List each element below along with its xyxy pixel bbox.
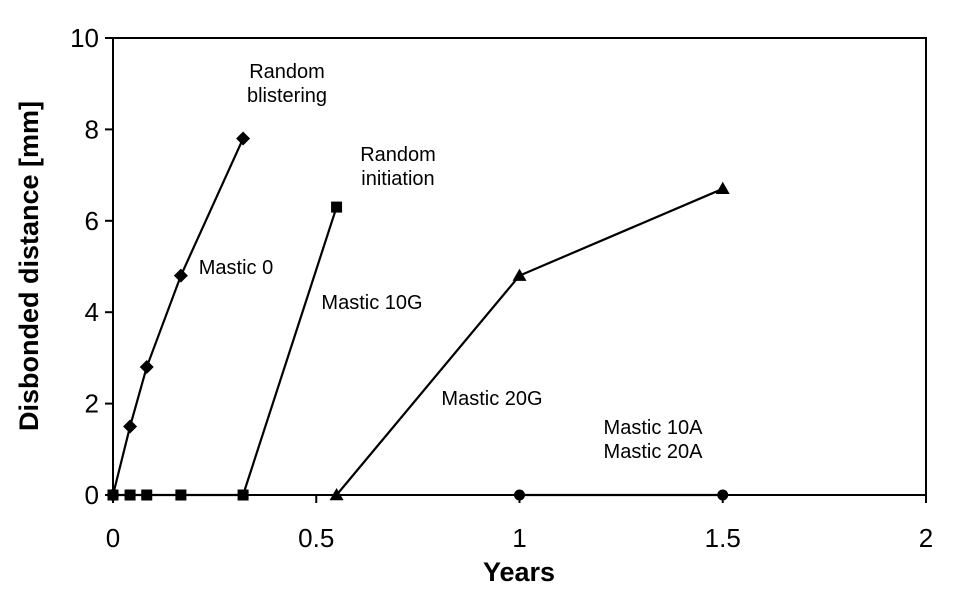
data-point-square xyxy=(124,489,136,501)
data-point-diamond xyxy=(139,360,154,375)
annotation-line: Mastic 20A xyxy=(604,441,704,463)
data-point-circle xyxy=(514,489,525,501)
annotation-line: Mastic 10A xyxy=(604,417,704,439)
x-tick-label: 1.5 xyxy=(705,523,741,553)
annotation-line: initiation xyxy=(361,168,434,190)
series-line xyxy=(111,138,245,496)
annotation-line: Mastic 0 xyxy=(199,257,273,279)
series-2 xyxy=(107,201,343,501)
series-line xyxy=(113,206,338,497)
x-tick-label: 2 xyxy=(919,523,933,553)
annotation-label: Mastic 0 xyxy=(199,257,273,279)
series-3 xyxy=(329,181,730,501)
data-point-diamond xyxy=(123,419,138,434)
y-tick-label: 2 xyxy=(85,389,99,419)
series-1 xyxy=(106,131,251,502)
x-tick-label: 0 xyxy=(106,523,120,553)
annotation-label: Mastic 10G xyxy=(321,292,422,314)
x-tick-label: 1 xyxy=(512,523,526,553)
y-axis-title: Disbonded distance [mm] xyxy=(14,101,44,431)
data-point-square xyxy=(107,489,119,501)
y-tick-label: 0 xyxy=(85,480,99,510)
annotation-line: blistering xyxy=(247,85,327,107)
series-layer xyxy=(106,131,730,502)
annotation-line: Mastic 20G xyxy=(441,388,542,410)
data-point-triangle xyxy=(512,268,527,281)
y-tick-label: 4 xyxy=(85,297,99,327)
data-point-triangle xyxy=(329,488,344,501)
data-point-circle xyxy=(717,489,729,501)
annotation-line: Random xyxy=(360,144,436,166)
y-tick-label: 6 xyxy=(85,206,99,236)
series-4 xyxy=(514,489,729,501)
annotation-label: Random initiation xyxy=(360,144,436,190)
data-point-square xyxy=(331,201,343,213)
data-point-square xyxy=(175,489,187,501)
annotation-line: Mastic 10G xyxy=(321,292,422,314)
data-point-square xyxy=(141,489,153,501)
data-point-triangle xyxy=(715,181,730,195)
annotation-label: Mastic 20G xyxy=(441,388,542,410)
y-tick-label: 10 xyxy=(70,23,99,53)
x-tick-label: 0.5 xyxy=(298,523,334,553)
data-point-square xyxy=(237,489,249,501)
annotation-label: Mastic 10A Mastic 20A xyxy=(604,417,704,463)
y-tick-label: 8 xyxy=(85,114,99,144)
axes: 0 2 4 6 8 10 0 0.5 1 1.5 2 xyxy=(70,23,933,553)
data-point-diamond xyxy=(236,131,251,146)
annotation-line: Random xyxy=(249,61,325,83)
annotation-label: Random blistering xyxy=(247,61,327,107)
data-point-diamond xyxy=(173,268,188,283)
x-axis-title: Years xyxy=(483,557,555,587)
